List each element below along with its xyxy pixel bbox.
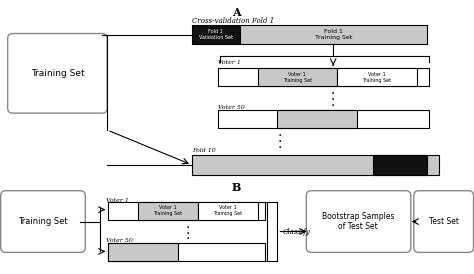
Bar (337, 68, 417, 86)
Text: ·: · (186, 227, 190, 241)
Bar (218, 68, 428, 86)
FancyBboxPatch shape (8, 33, 107, 113)
Bar (257, 68, 337, 86)
Text: A: A (232, 7, 241, 18)
Text: ·: · (277, 141, 282, 155)
Text: Fold 10: Fold 10 (192, 148, 216, 153)
FancyBboxPatch shape (414, 191, 474, 252)
Bar (108, 202, 265, 219)
Bar (198, 202, 257, 219)
FancyBboxPatch shape (306, 191, 411, 252)
Text: ·: · (277, 129, 282, 143)
Text: Voter 1
Training Set: Voter 1 Training Set (283, 72, 312, 83)
Text: Training Set: Training Set (18, 217, 67, 226)
Text: Voter 1
Training Set: Voter 1 Training Set (213, 205, 242, 216)
Text: Test Set: Test Set (428, 217, 459, 226)
Text: Voter 1
Training Set: Voter 1 Training Set (363, 72, 392, 83)
Text: Bootstrap Samples
of Test Set: Bootstrap Samples of Test Set (322, 212, 394, 231)
Text: ·: · (277, 135, 282, 149)
Text: ·: · (186, 221, 190, 235)
Text: ·: · (331, 99, 336, 113)
Bar (218, 110, 428, 128)
Bar (108, 244, 265, 261)
Text: Voter 50: Voter 50 (106, 238, 133, 244)
Bar (192, 25, 239, 44)
Text: Fold 1
Training Set: Fold 1 Training Set (315, 29, 352, 40)
FancyBboxPatch shape (0, 191, 85, 252)
Text: Training Set: Training Set (31, 69, 84, 78)
Text: Voter 1: Voter 1 (106, 198, 129, 203)
Text: Voter 1: Voter 1 (218, 60, 241, 65)
Bar (373, 155, 427, 175)
Text: B: B (232, 182, 241, 193)
Text: Classify: Classify (283, 227, 310, 236)
Bar (138, 202, 198, 219)
Text: ·: · (331, 87, 336, 101)
Text: Fold 1
Validation Set: Fold 1 Validation Set (199, 29, 233, 40)
Bar (277, 110, 357, 128)
Bar (192, 155, 438, 175)
Text: ·: · (186, 232, 190, 247)
Bar (108, 244, 178, 261)
Text: Voter 50: Voter 50 (218, 105, 245, 110)
Text: Cross-validation Fold 1: Cross-validation Fold 1 (192, 17, 274, 25)
Bar (239, 25, 427, 44)
Text: ·: · (331, 93, 336, 107)
Text: Voter 1
Training Set: Voter 1 Training Set (154, 205, 182, 216)
